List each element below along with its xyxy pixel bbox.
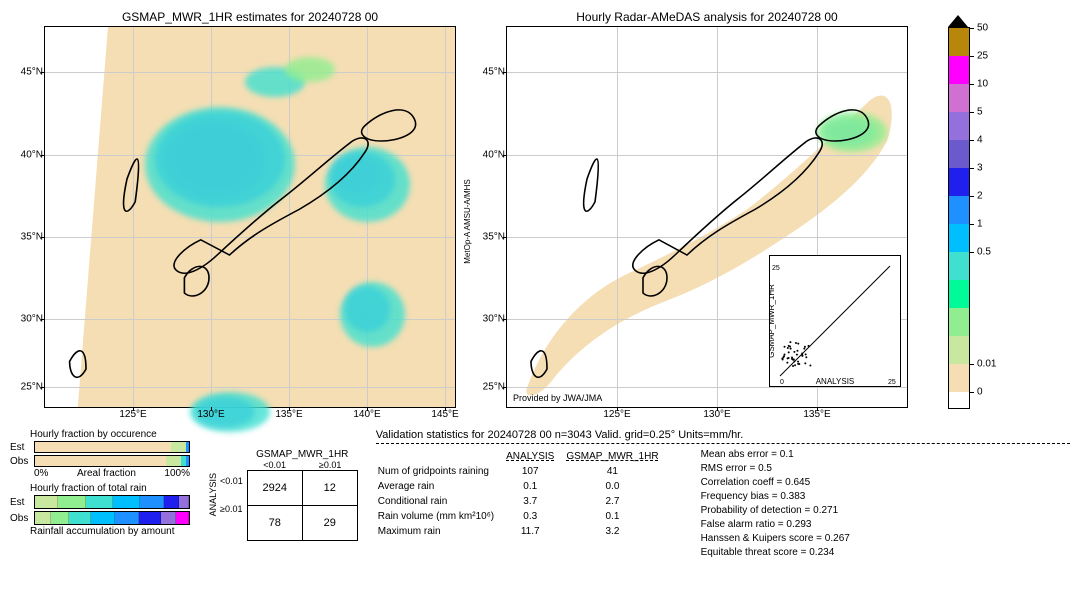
occ-obs-bar bbox=[34, 455, 190, 467]
rain-est-bar bbox=[34, 495, 190, 509]
est-label2: Est bbox=[10, 497, 30, 508]
map1-panel: GSMAP_MWR_1HR estimates for 20240728 00 … bbox=[44, 10, 456, 409]
ct-r2: ≥0.01 bbox=[220, 504, 243, 514]
svg-text:0: 0 bbox=[780, 379, 784, 386]
svg-text:25: 25 bbox=[772, 265, 780, 272]
est-label: Est bbox=[10, 442, 30, 453]
rain-obs-bar bbox=[34, 511, 190, 525]
colorbar-panel: 502510543210.50.010 bbox=[948, 27, 970, 409]
svg-text:GSMAP_MWR_1HR: GSMAP_MWR_1HR bbox=[770, 284, 776, 358]
map1-title: GSMAP_MWR_1HR estimates for 20240728 00 bbox=[44, 10, 456, 24]
obs-label: Obs bbox=[10, 456, 30, 467]
ct-c1: <0.01 bbox=[263, 460, 286, 470]
fraction-block: Hourly fraction by occurence Est Obs 0% … bbox=[10, 429, 190, 560]
map1-box: 45°N40°N35°N30°N25°N125°E130°E135°E140°E… bbox=[44, 26, 456, 408]
map2-panel: Hourly Radar-AMeDAS analysis for 2024072… bbox=[506, 10, 908, 409]
stats-right: Mean abs error = 0.1RMS error = 0.5Corre… bbox=[701, 448, 850, 560]
areal-0: 0% bbox=[34, 468, 48, 479]
ct-v12: 12 bbox=[302, 470, 357, 505]
ct-col-title: GSMAP_MWR_1HR bbox=[247, 449, 358, 460]
colorbar: 502510543210.50.010 bbox=[948, 27, 970, 409]
stats-title: Validation statistics for 20240728 00 n=… bbox=[376, 429, 1070, 441]
ct-row-title: ANALYSIS bbox=[208, 473, 218, 516]
stats-block: Validation statistics for 20240728 00 n=… bbox=[376, 429, 1070, 560]
ct-c2: ≥0.01 bbox=[319, 460, 341, 470]
total-rain-title: Hourly fraction of total rain bbox=[30, 483, 190, 494]
ct-v11: 2924 bbox=[247, 470, 302, 505]
areal-label: Areal fraction bbox=[77, 468, 136, 479]
areal-100: 100% bbox=[164, 468, 190, 479]
bottom-row: Hourly fraction by occurence Est Obs 0% … bbox=[10, 429, 1070, 560]
stats-divider bbox=[376, 443, 1070, 444]
ct-v22: 29 bbox=[302, 505, 357, 540]
contingency-table: 2924 12 78 29 bbox=[247, 470, 358, 541]
contingency-block: ANALYSIS <0.01 ≥0.01 GSMAP_MWR_1HR <0.01… bbox=[208, 429, 358, 560]
map2-box: 45°N40°N35°N30°N25°N125°E130°E135°E ANAL… bbox=[506, 26, 908, 408]
colorbar-arrow-icon bbox=[948, 15, 968, 27]
svg-text:25: 25 bbox=[888, 379, 896, 386]
occurence-title: Hourly fraction by occurence bbox=[30, 429, 190, 440]
main-maps-row: GSMAP_MWR_1HR estimates for 20240728 00 … bbox=[10, 10, 1070, 409]
obs-label2: Obs bbox=[10, 513, 30, 524]
map2-title: Hourly Radar-AMeDAS analysis for 2024072… bbox=[506, 10, 908, 24]
scatter-inset: ANALYSIS GSMAP_MWR_1HR 0 25 25 bbox=[769, 255, 901, 387]
accum-title: Rainfall accumulation by amount bbox=[30, 526, 190, 537]
occ-est-bar bbox=[34, 441, 190, 453]
stats-left: ANALYSISGSMAP_MWR_1HRNum of gridpoints r… bbox=[376, 448, 671, 560]
stats-table: ANALYSISGSMAP_MWR_1HRNum of gridpoints r… bbox=[376, 448, 671, 540]
ct-r1: <0.01 bbox=[220, 476, 243, 486]
svg-text:ANALYSIS: ANALYSIS bbox=[816, 377, 855, 386]
ct-v21: 78 bbox=[247, 505, 302, 540]
